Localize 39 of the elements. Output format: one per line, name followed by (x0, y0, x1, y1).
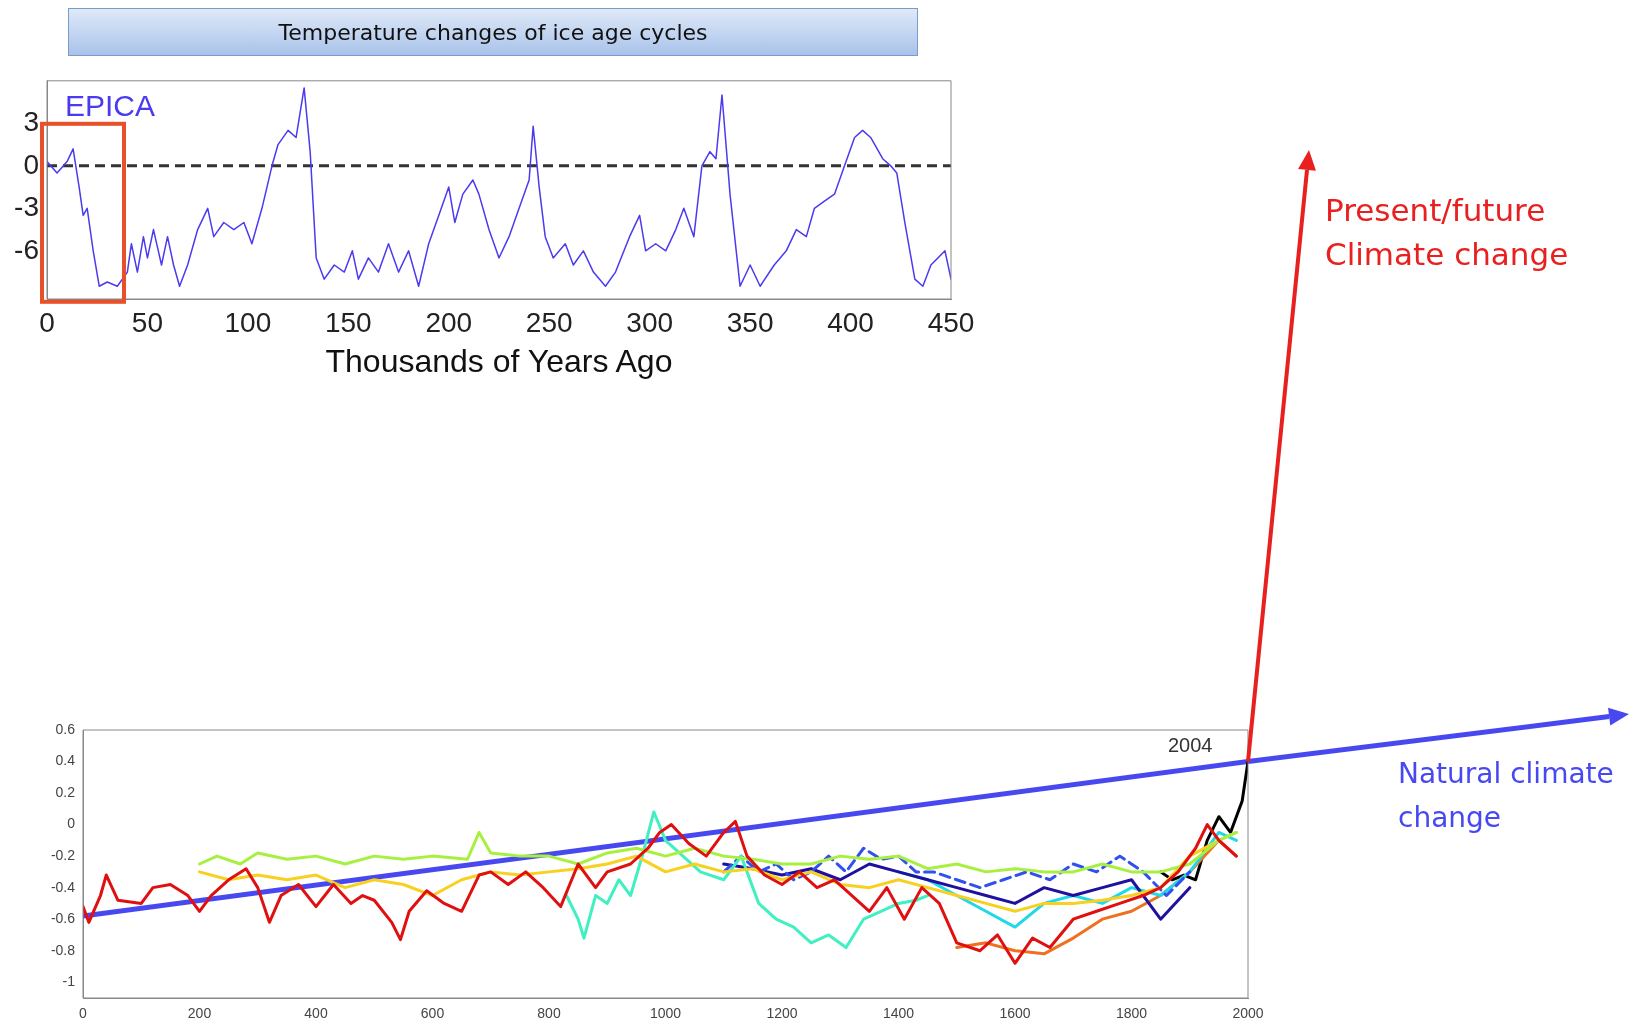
y-tick-label: -6 (14, 233, 39, 265)
y-tick-label: 0 (67, 815, 76, 832)
x-tick-label: 100 (224, 306, 272, 338)
y-tick-label: -3 (14, 191, 39, 223)
x-tick-label: 400 (827, 306, 874, 338)
x-tick-label: 2000 (1232, 1005, 1264, 1022)
y-tick-label: 3 (23, 106, 39, 138)
x-tick-label: 200 (187, 1005, 212, 1022)
x-tick-label: 600 (420, 1005, 445, 1022)
x-tick-label: 350 (726, 306, 774, 338)
y-tick-label: 0.2 (55, 783, 76, 800)
x-tick-label: 450 (927, 306, 975, 338)
y-tick-label: -1 (62, 973, 76, 990)
y-tick-label: -0.4 (50, 878, 76, 895)
x-tick-label: 1400 (882, 1005, 915, 1022)
y-tick-label: -0.2 (50, 846, 76, 863)
x-tick-label: 1200 (766, 1005, 798, 1022)
legend-label: Natural climate change (1398, 756, 1615, 836)
x-tick-label: 400 (304, 1005, 328, 1022)
chart-title: Temperature changes of ice age cycles (68, 8, 918, 56)
x-tick-label: 250 (525, 306, 573, 338)
x-tick-label: 150 (324, 306, 372, 338)
y-tick-label: 0.4 (55, 752, 76, 769)
text: Present/future Climate change (1325, 191, 1570, 274)
x-tick-label: 1000 (649, 1005, 682, 1022)
y-tick-label: 0 (23, 148, 39, 180)
x-axis-title: Thousands of Years Ago (325, 343, 673, 380)
x-tick-label: 1800 (1115, 1005, 1148, 1022)
y-tick-label: -0.8 (50, 941, 76, 958)
x-tick-label: 200 (425, 306, 473, 338)
x-tick-label: 300 (626, 306, 674, 338)
y-tick-label: -0.6 (50, 910, 76, 927)
annotation: 2004 (1168, 734, 1213, 757)
y-tick-label: 0.6 (55, 720, 76, 737)
x-tick-label: 1600 (999, 1005, 1031, 1022)
x-tick-label: 800 (537, 1005, 561, 1022)
x-tick-label: 50 (131, 306, 164, 338)
x-tick-label: 0 (79, 1005, 88, 1022)
series-label: EPICA (65, 88, 156, 123)
